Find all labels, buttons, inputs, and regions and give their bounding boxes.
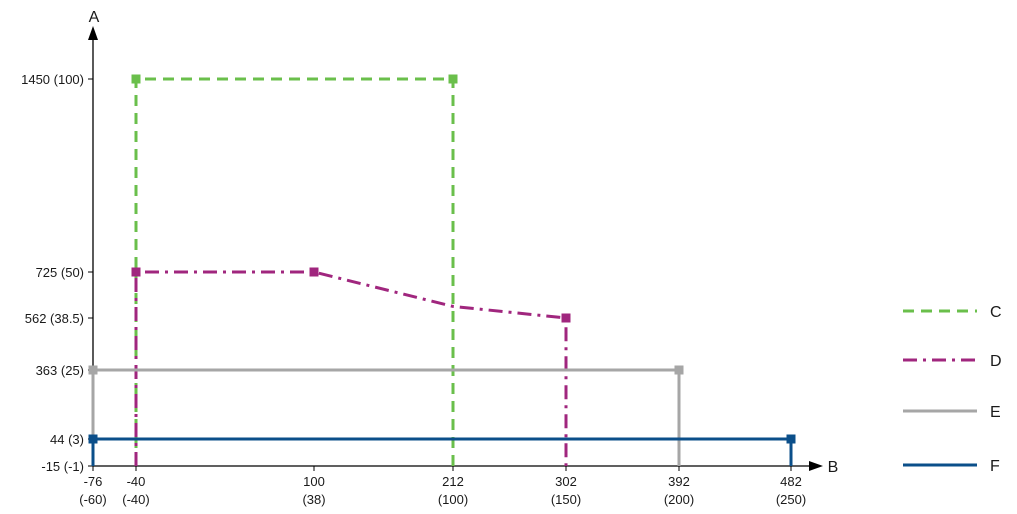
series-c-line <box>134 77 455 466</box>
x-tick-label: 212 <box>442 474 464 489</box>
legend-label-e: E <box>990 404 1001 421</box>
x-axis-arrow <box>809 461 823 471</box>
x-tick-sublabel: (250) <box>776 492 806 507</box>
x-tick-label: 482 <box>780 474 802 489</box>
series-c-marker <box>448 74 458 84</box>
series-f-marker <box>88 434 98 444</box>
y-axis-label: A <box>89 9 100 26</box>
legend-label-c: C <box>990 304 1002 321</box>
x-tick-label: 302 <box>555 474 577 489</box>
legend-label-d: D <box>990 353 1002 370</box>
series-f-line <box>91 437 793 466</box>
x-tick-sublabel: (150) <box>551 492 581 507</box>
series-d-marker <box>131 267 141 277</box>
y-tick-label: 725 (50) <box>36 265 84 280</box>
series-group <box>88 74 796 466</box>
series-d-marker <box>309 267 319 277</box>
x-axis-label: B <box>828 459 839 476</box>
series-e-marker <box>674 365 684 375</box>
series-e-line <box>91 368 681 466</box>
legend-label-f: F <box>990 458 1000 475</box>
series-f-marker <box>786 434 796 444</box>
x-tick-label: 392 <box>668 474 690 489</box>
legend: C D E F <box>903 304 1002 475</box>
y-axis-arrow <box>88 26 98 40</box>
y-tick-label: 1450 (100) <box>21 72 84 87</box>
x-tick-sublabel: (200) <box>664 492 694 507</box>
ticks: -76 (-60) -40 (-40) 100 (38) 212 (100) 302 (150) 3… <box>21 72 806 507</box>
y-tick-label: 562 (38.5) <box>25 311 84 326</box>
x-tick-label: 100 <box>303 474 325 489</box>
x-tick-sublabel: (-40) <box>122 492 149 507</box>
series-d-marker <box>561 313 571 323</box>
x-tick-sublabel: (38) <box>302 492 325 507</box>
x-tick-sublabel: (-60) <box>79 492 106 507</box>
y-tick-label: 363 (25) <box>36 363 84 378</box>
x-tick-label: -76 <box>84 474 103 489</box>
series-e-marker <box>88 365 98 375</box>
series-d-line <box>134 270 568 466</box>
y-tick-label: -15 (-1) <box>41 459 84 474</box>
x-tick-sublabel: (100) <box>438 492 468 507</box>
y-tick-label: 44 (3) <box>50 432 84 447</box>
x-tick-label: -40 <box>127 474 146 489</box>
series-c-marker <box>131 74 141 84</box>
